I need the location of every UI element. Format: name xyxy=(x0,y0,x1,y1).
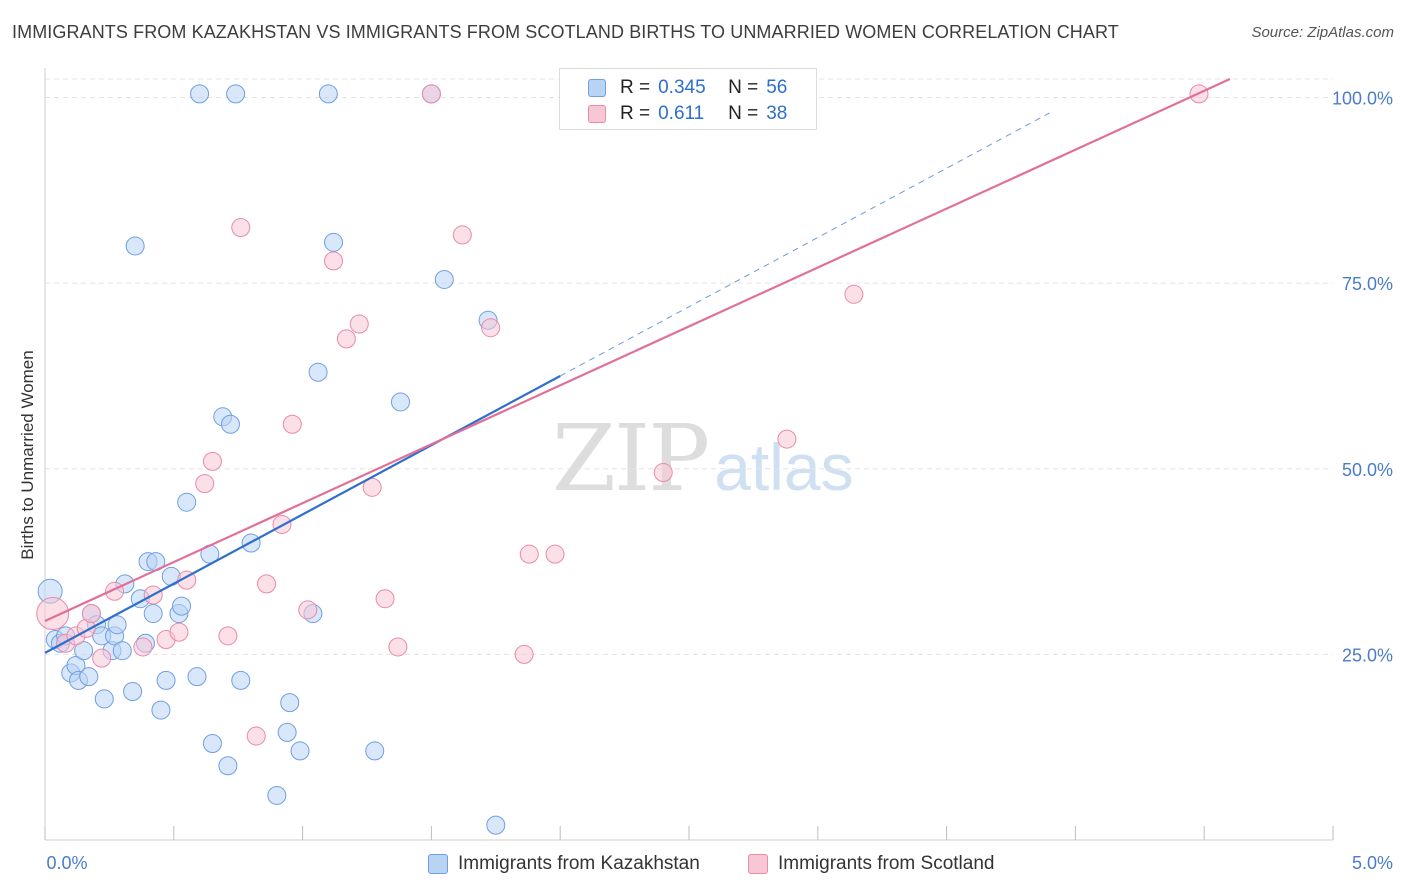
y-tick-label: 50.0% xyxy=(1342,460,1393,480)
kazakhstan-trend-extension xyxy=(559,112,1050,377)
kazakhstan-point xyxy=(143,604,163,624)
scotland-point xyxy=(202,451,222,471)
scotland-point xyxy=(519,544,539,564)
grid-layer xyxy=(45,78,1333,655)
scotland-trend-line xyxy=(44,77,1231,622)
scotland-point xyxy=(36,597,70,631)
scotland-point xyxy=(246,726,266,746)
kazakhstan-point xyxy=(107,615,127,635)
kazakhstan-point xyxy=(324,232,344,252)
kazakhstan-n-value: 56 xyxy=(766,77,788,98)
kazakhstan-swatch-icon xyxy=(588,79,606,97)
n-label: N = xyxy=(728,77,759,98)
scotland-point xyxy=(452,225,472,245)
kazakhstan-legend-label: Immigrants from Kazakhstan xyxy=(458,853,700,874)
kazakhstan-point xyxy=(156,670,176,690)
scotland-legend-label: Immigrants from Scotland xyxy=(778,853,995,874)
scotland-point xyxy=(545,544,565,564)
kazakhstan-point xyxy=(277,722,297,742)
scotland-point xyxy=(362,477,382,497)
scotland-point xyxy=(169,622,189,642)
scotland-point xyxy=(282,414,302,434)
scotland-swatch-icon xyxy=(588,105,606,123)
scotland-point xyxy=(844,284,864,304)
kazakhstan-point xyxy=(202,733,222,753)
kazakhstan-point xyxy=(365,741,385,761)
r-label: R = xyxy=(620,103,651,124)
correlation-legend: R = 0.345 N = 56 R = 0.611 N = 38 xyxy=(559,68,817,130)
x-tick-label: 0.0% xyxy=(46,853,87,873)
x-tick-label: 5.0% xyxy=(1352,853,1393,873)
n-label: N = xyxy=(728,103,759,124)
kazakhstan-point xyxy=(187,667,207,687)
scotland-point xyxy=(218,626,238,646)
kazakhstan-point xyxy=(151,700,171,720)
y-tick-label: 75.0% xyxy=(1342,274,1393,294)
scotland-point xyxy=(421,84,441,104)
scotland-point xyxy=(133,637,153,657)
scotland-point xyxy=(92,648,112,668)
scotland-r-value: 0.611 xyxy=(658,103,705,124)
kazakhstan-point xyxy=(125,236,145,256)
scotland-point xyxy=(298,600,318,620)
y-tick-label: 25.0% xyxy=(1342,645,1393,665)
scotland-point xyxy=(195,474,215,494)
kazakhstan-point xyxy=(112,641,132,661)
y-axis-label: Births to Unmarried Women xyxy=(18,350,37,560)
chart-title: IMMIGRANTS FROM KAZAKHSTAN VS IMMIGRANTS… xyxy=(12,22,1119,42)
kazakhstan-point xyxy=(308,362,328,382)
kazakhstan-point xyxy=(190,84,210,104)
scotland-point xyxy=(81,604,101,624)
kazakhstan-point xyxy=(172,596,192,616)
legend-row-scotland: R = 0.611 N = 38 xyxy=(588,101,787,127)
scotland-point xyxy=(375,589,395,609)
scotland-point xyxy=(388,637,408,657)
bottom-legend-scotland: Immigrants from Scotland xyxy=(748,850,994,878)
watermark-zip: ZIP xyxy=(552,405,710,512)
kazakhstan-point xyxy=(226,84,246,104)
r-label: R = xyxy=(620,77,651,98)
kazakhstan-point xyxy=(218,756,238,776)
scotland-point xyxy=(481,318,501,338)
scotland-n-value: 38 xyxy=(766,103,788,124)
kazakhstan-point xyxy=(486,815,506,835)
kazakhstan-point xyxy=(290,741,310,761)
kazakhstan-legend-icon xyxy=(428,854,448,874)
tick-label-layer: 25.0% 50.0% 75.0% 100.0% 0.0% 5.0% xyxy=(46,89,1393,873)
scotland-point xyxy=(349,314,369,334)
scotland-point xyxy=(257,574,277,594)
trend-layer xyxy=(44,77,1231,654)
source-credit: Source: ZipAtlas.com xyxy=(1251,24,1394,41)
kazakhstan-point xyxy=(434,269,454,289)
legend-row-kazakhstan: R = 0.345 N = 56 xyxy=(588,75,787,101)
scotland-point xyxy=(514,644,534,664)
scotland-point xyxy=(231,217,251,237)
kazakhstan-point xyxy=(267,785,287,805)
kazakhstan-point xyxy=(123,682,143,702)
bottom-legend-kazakhstan: Immigrants from Kazakhstan xyxy=(428,850,700,878)
scotland-point xyxy=(653,462,673,482)
points-layer xyxy=(36,84,1209,835)
watermark: ZIPatlas xyxy=(552,405,854,512)
kazakhstan-point xyxy=(318,84,338,104)
kazakhstan-point xyxy=(280,693,300,713)
y-tick-label: 100.0% xyxy=(1332,89,1393,109)
kazakhstan-trend-line xyxy=(44,375,561,654)
kazakhstan-point xyxy=(74,641,94,661)
scotland-point xyxy=(777,429,797,449)
kazakhstan-r-value: 0.345 xyxy=(658,77,706,98)
kazakhstan-point xyxy=(79,667,99,687)
scotland-point xyxy=(324,251,344,271)
kazakhstan-point xyxy=(94,689,114,709)
scotland-point xyxy=(336,329,356,349)
scotland-legend-icon xyxy=(748,854,768,874)
scotland-point xyxy=(177,570,197,590)
kazakhstan-point xyxy=(231,670,251,690)
kazakhstan-point xyxy=(390,392,410,412)
kazakhstan-point xyxy=(177,492,197,512)
axis-layer xyxy=(44,68,1334,841)
kazakhstan-point xyxy=(220,414,240,434)
